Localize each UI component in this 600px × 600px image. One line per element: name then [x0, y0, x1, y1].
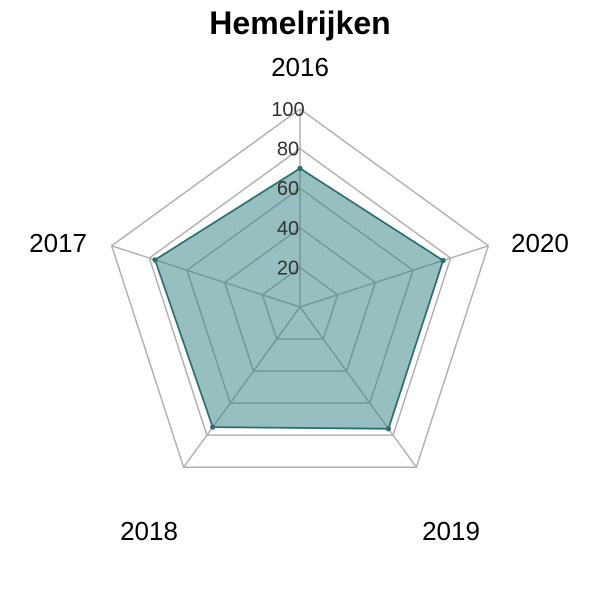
- data-point-2020: [440, 257, 446, 264]
- axis-label-2017: 2017: [29, 228, 87, 258]
- data-point-2018: [210, 424, 216, 430]
- axis-label-2019: 2019: [422, 516, 480, 546]
- tick-label-80: 80: [277, 139, 299, 161]
- tick-label-40: 40: [277, 218, 299, 240]
- axis-label-2016: 2016: [271, 52, 329, 82]
- grid-ring-100: [110, 108, 490, 468]
- axis-label-2018: 2018: [120, 516, 178, 546]
- tick-label-100: 100: [271, 99, 304, 121]
- tick-label-20: 20: [277, 257, 299, 279]
- data-area: [154, 167, 445, 430]
- axis-labels: 2016 2020 2019 2018 2017: [29, 52, 569, 546]
- data-point-2019: [385, 426, 392, 432]
- tick-labels: 20 40 60 80 100: [271, 99, 304, 279]
- data-series: [152, 165, 446, 432]
- tick-label-60: 60: [277, 178, 299, 200]
- grid-ring-80: [148, 147, 452, 436]
- data-point-2017: [152, 257, 158, 263]
- axis-label-2020: 2020: [511, 228, 569, 258]
- chart-title: Hemelrijken: [209, 5, 390, 41]
- data-point-2016: [297, 165, 303, 171]
